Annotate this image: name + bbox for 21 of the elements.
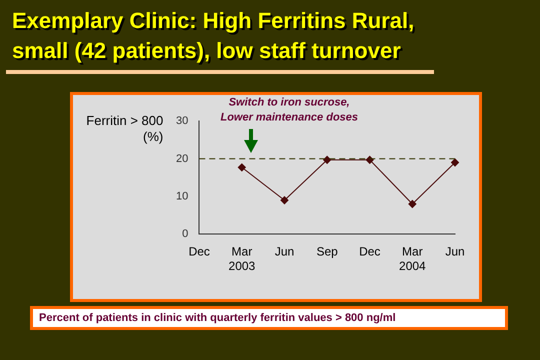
y-axis-title: Ferritin > 800 (%) xyxy=(86,113,164,144)
point xyxy=(238,163,246,172)
x-tick-label: Mar 2004 xyxy=(399,244,426,274)
x-tick-label: Jun xyxy=(445,244,465,259)
point xyxy=(323,156,332,164)
text: Percent of patients in clinic with quarterly ferritin values > 800 ng/ml xyxy=(30,306,508,330)
y-tick-label: 20 xyxy=(176,152,188,165)
annotation: Switch to iron sucrose, Lower maintenance doses xyxy=(220,96,358,124)
x-tick-label: Mar 2003 xyxy=(228,244,256,274)
point xyxy=(280,196,288,204)
chart-title: Exemplary Clinic: High Ferritins Rural, small (42 patients), low staff turnover xyxy=(12,7,416,65)
x-tick-label: Sep xyxy=(316,244,338,259)
y-tick-label: 30 xyxy=(176,115,188,128)
y-tick-label: 10 xyxy=(176,190,188,202)
x-tick-label: Dec xyxy=(188,244,210,259)
x-tick-label: Jun xyxy=(274,244,294,259)
point xyxy=(366,156,374,164)
y-tick-label: 0 xyxy=(182,228,188,240)
x-tick-label: Dec xyxy=(359,244,380,259)
point xyxy=(408,200,416,208)
point xyxy=(451,158,459,167)
